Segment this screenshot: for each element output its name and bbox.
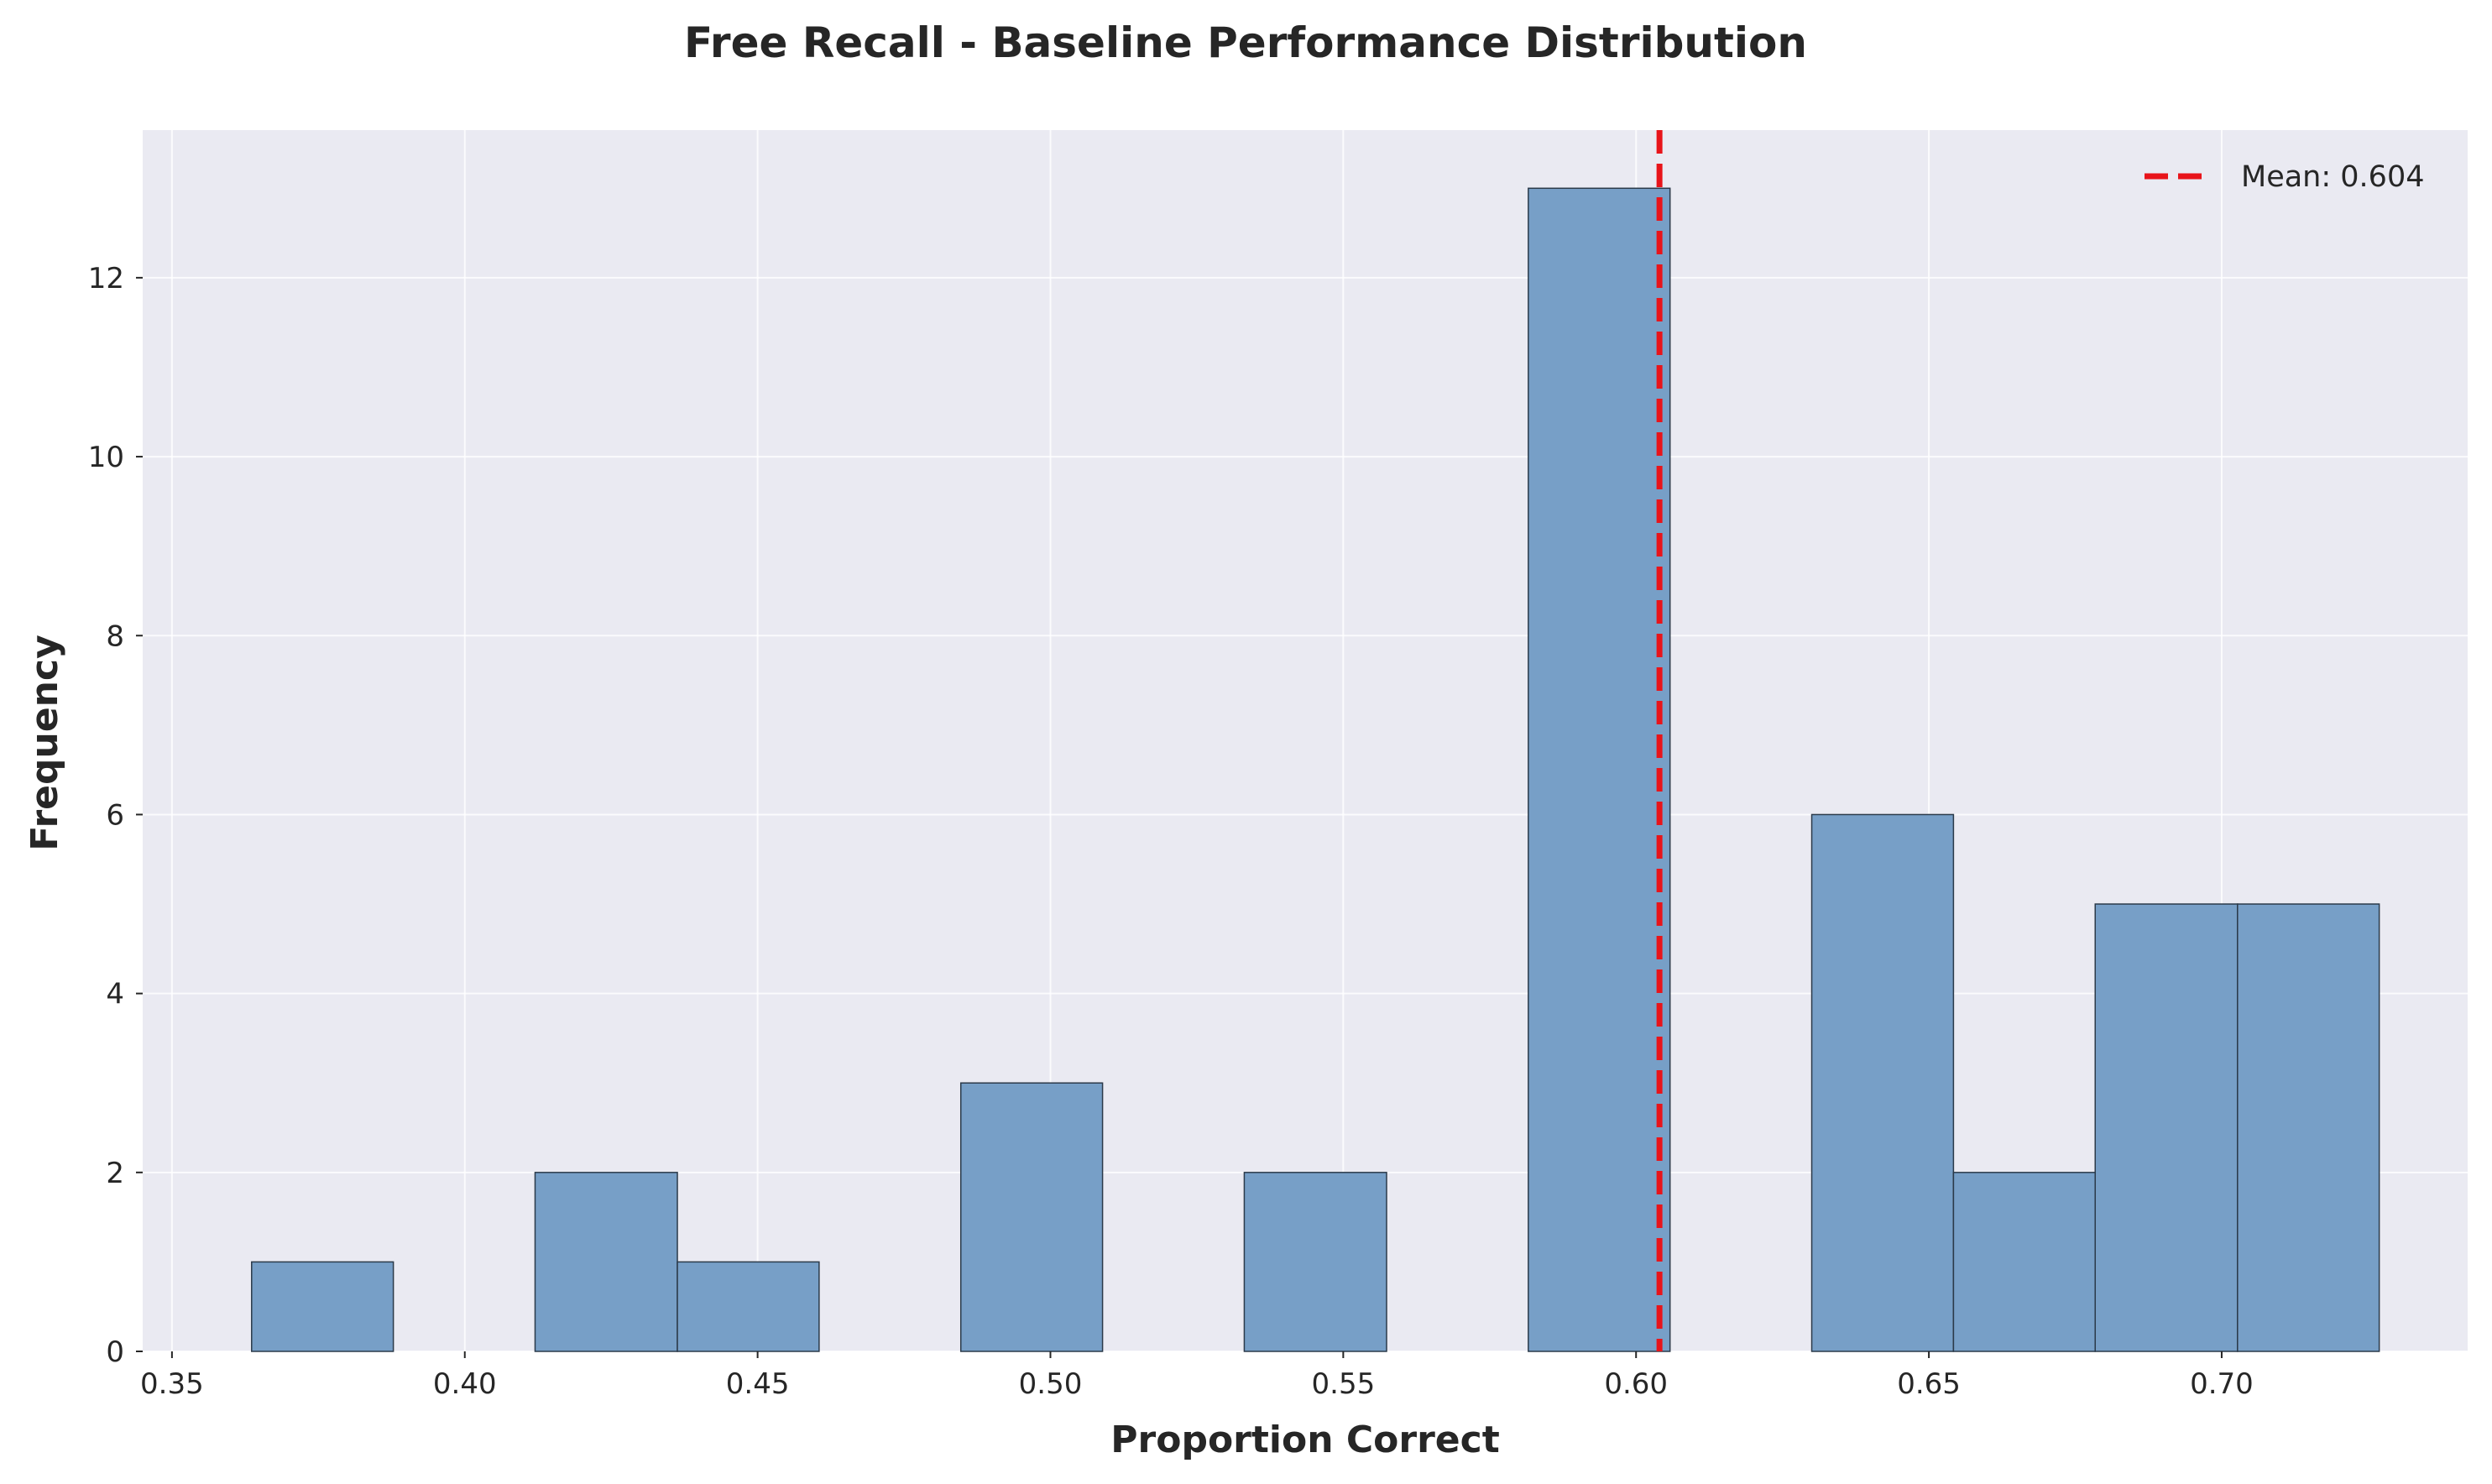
y-tick-label: 0 <box>106 1335 124 1369</box>
x-axis-ticks: 0.35 0.40 0.45 0.50 0.55 0.60 0.65 0.70 <box>140 1351 2254 1401</box>
y-tick-label: 6 <box>106 798 124 832</box>
x-tick-label: 0.55 <box>1312 1367 1376 1401</box>
histogram-bar <box>1952 1172 2096 1352</box>
chart-title: Free Recall - Baseline Performance Distr… <box>684 18 1807 67</box>
plot-background <box>143 130 2468 1351</box>
histogram-bar <box>677 1261 820 1352</box>
histogram-bar <box>2237 903 2380 1352</box>
x-tick-label: 0.65 <box>1897 1367 1961 1401</box>
histogram-bars <box>251 187 2380 1352</box>
histogram-bar <box>959 1082 1104 1352</box>
histogram-bar <box>534 1172 678 1352</box>
y-axis-label: Frequency <box>24 635 66 851</box>
histogram-bar <box>1810 813 1955 1352</box>
y-axis-ticks: 0 2 4 6 8 10 12 <box>88 262 143 1369</box>
legend: Mean: 0.604 <box>2145 160 2424 194</box>
x-tick-label: 0.35 <box>140 1367 204 1401</box>
x-tick-label: 0.40 <box>433 1367 497 1401</box>
x-tick-label: 0.45 <box>726 1367 790 1401</box>
y-tick-label: 4 <box>106 978 124 1011</box>
x-tick-label: 0.70 <box>2190 1367 2254 1401</box>
histogram-bar <box>251 1261 394 1352</box>
y-tick-label: 12 <box>88 262 124 295</box>
histogram-bar <box>1528 187 1671 1352</box>
histogram-bar <box>1243 1172 1387 1352</box>
x-axis-label: Proportion Correct <box>1110 1419 1499 1461</box>
histogram-bar <box>2094 903 2239 1352</box>
y-tick-label: 10 <box>88 441 124 474</box>
x-tick-label: 0.50 <box>1019 1367 1083 1401</box>
x-tick-label: 0.60 <box>1604 1367 1668 1401</box>
legend-label-mean: Mean: 0.604 <box>2241 160 2424 194</box>
y-tick-label: 8 <box>106 619 124 653</box>
y-tick-label: 2 <box>106 1157 124 1190</box>
